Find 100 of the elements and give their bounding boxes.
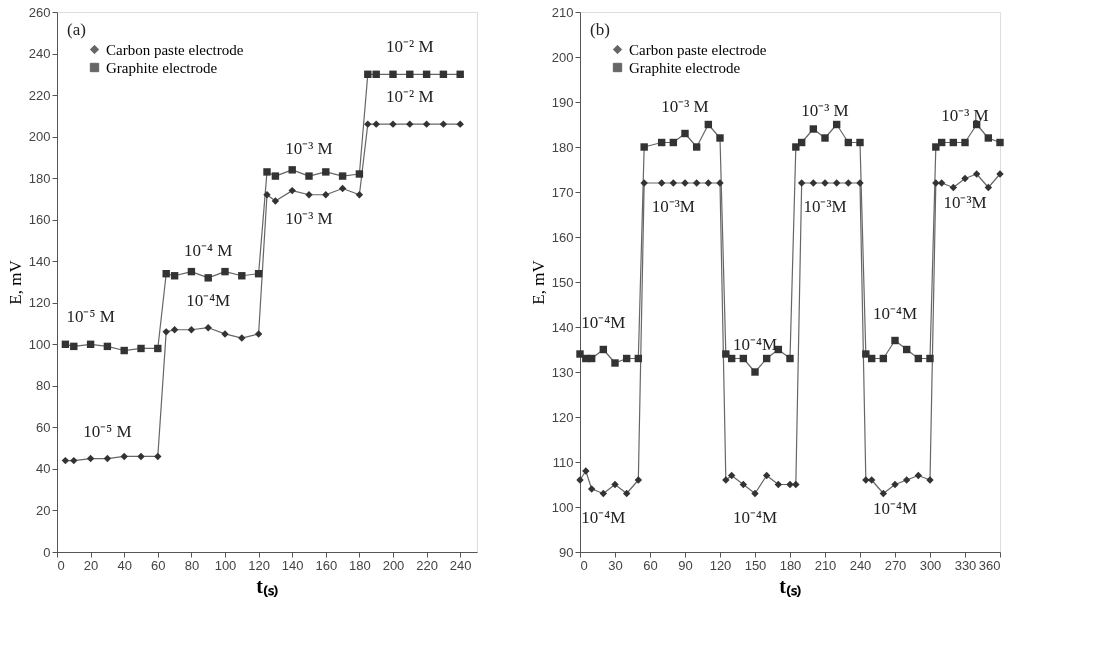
point bbox=[120, 346, 128, 355]
point bbox=[288, 186, 296, 195]
point bbox=[832, 179, 841, 187]
point bbox=[456, 120, 464, 128]
point bbox=[809, 125, 818, 133]
x-tick-label: 60 bbox=[151, 557, 166, 573]
x-axis-title: t₍ₛ₎ bbox=[779, 574, 802, 597]
point bbox=[622, 489, 631, 498]
y-tick-label: 80 bbox=[36, 378, 51, 394]
point bbox=[774, 480, 783, 489]
y-axis-title: E, mV bbox=[5, 259, 25, 305]
annotation: 10⁻³M bbox=[943, 192, 987, 212]
point bbox=[797, 179, 806, 187]
x-tick-label: 160 bbox=[315, 557, 338, 573]
x-tick-label: 180 bbox=[779, 557, 802, 573]
point bbox=[762, 471, 771, 480]
legend-label: Graphite electrode bbox=[106, 59, 218, 76]
y-tick-label: 200 bbox=[28, 129, 51, 145]
point bbox=[70, 456, 78, 465]
point bbox=[961, 138, 969, 147]
annotation: 10⁻² M bbox=[386, 37, 434, 57]
x-tick-label: 0 bbox=[57, 557, 65, 573]
y-tick-label: 140 bbox=[551, 319, 574, 335]
point bbox=[406, 70, 414, 79]
y-tick-label: 60 bbox=[36, 419, 51, 435]
x-tick-label: 150 bbox=[744, 557, 767, 573]
x-tick-label: 270 bbox=[884, 557, 907, 573]
point bbox=[821, 134, 829, 142]
point bbox=[792, 143, 800, 151]
point bbox=[254, 330, 263, 338]
point bbox=[103, 454, 112, 463]
x-tick-label: 330 bbox=[954, 557, 977, 573]
point bbox=[704, 179, 713, 187]
x-tick-label: 80 bbox=[184, 557, 200, 573]
point bbox=[364, 70, 372, 79]
y-tick-label: 20 bbox=[36, 502, 51, 518]
point bbox=[949, 183, 958, 192]
x-tick-label: 120 bbox=[709, 557, 732, 573]
x-tick-label: 60 bbox=[643, 557, 658, 573]
y-tick-label: 100 bbox=[551, 499, 574, 515]
y-tick-label: 180 bbox=[28, 170, 51, 186]
point bbox=[338, 172, 347, 180]
annotation: 10⁻³ M bbox=[285, 208, 333, 228]
point bbox=[154, 344, 162, 353]
point bbox=[271, 197, 280, 205]
x-tick-label: 240 bbox=[449, 557, 472, 573]
point bbox=[576, 350, 584, 358]
point bbox=[338, 184, 347, 193]
y-tick-label: 240 bbox=[28, 46, 51, 62]
point bbox=[862, 350, 870, 358]
point bbox=[716, 134, 724, 142]
legend-label: Graphite electrode bbox=[629, 59, 741, 76]
x-tick-label: 360 bbox=[978, 557, 1001, 573]
annotation: 10⁻³ M bbox=[285, 139, 333, 159]
point bbox=[984, 183, 993, 192]
x-tick-label: 200 bbox=[382, 557, 405, 573]
point bbox=[137, 344, 145, 353]
point bbox=[751, 489, 759, 498]
point bbox=[611, 480, 619, 489]
point bbox=[657, 179, 666, 187]
point bbox=[914, 471, 923, 480]
y-tick-label: 160 bbox=[28, 212, 51, 228]
annotation: 10⁻⁴M bbox=[581, 312, 626, 332]
point bbox=[456, 70, 464, 79]
point bbox=[786, 480, 794, 489]
annotation: 10⁻⁵ M bbox=[66, 307, 115, 327]
point bbox=[406, 120, 414, 128]
y-tick-label: 220 bbox=[28, 87, 51, 103]
x-tick-label: 40 bbox=[117, 557, 132, 573]
point bbox=[187, 326, 196, 334]
point bbox=[355, 170, 364, 178]
annotation: 10⁻³M bbox=[803, 197, 847, 216]
point bbox=[751, 368, 759, 376]
y-tick-label: 110 bbox=[552, 454, 574, 470]
y-tick-label: 120 bbox=[551, 409, 574, 425]
y-tick-label: 130 bbox=[551, 364, 574, 380]
x-tick-label: 300 bbox=[919, 557, 942, 573]
annotation: 10⁻³M bbox=[651, 197, 695, 216]
point bbox=[961, 174, 969, 183]
point bbox=[972, 170, 981, 178]
point bbox=[322, 191, 330, 199]
y-tick-label: 150 bbox=[551, 274, 574, 290]
point bbox=[204, 323, 212, 332]
chart-title: (b) bbox=[590, 20, 610, 39]
point bbox=[271, 172, 280, 180]
point bbox=[154, 452, 162, 461]
x-tick-label: 90 bbox=[678, 557, 693, 573]
point bbox=[891, 336, 899, 345]
y-tick-label: 100 bbox=[28, 336, 51, 352]
point bbox=[669, 179, 678, 187]
point bbox=[162, 269, 170, 278]
y-tick-label: 40 bbox=[36, 461, 51, 477]
x-tick-label: 140 bbox=[281, 557, 304, 573]
point bbox=[599, 489, 608, 498]
annotation: 10⁻³ M bbox=[661, 96, 709, 116]
point bbox=[722, 350, 730, 358]
point bbox=[932, 143, 940, 151]
point bbox=[681, 129, 689, 138]
point bbox=[221, 267, 229, 276]
y-tick-label: 0 bbox=[43, 544, 51, 560]
